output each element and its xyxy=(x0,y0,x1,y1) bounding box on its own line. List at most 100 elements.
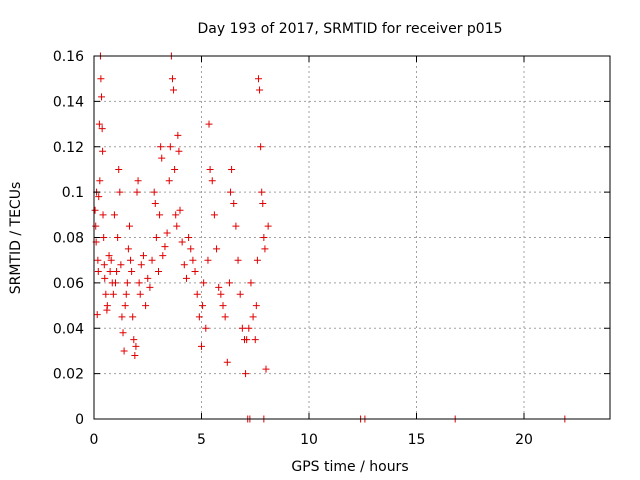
data-point xyxy=(151,199,159,207)
data-point xyxy=(175,147,183,155)
y-tick-label: 0.12 xyxy=(53,140,84,156)
data-point xyxy=(252,302,260,310)
data-point xyxy=(185,234,193,241)
data-point xyxy=(257,143,265,151)
data-point xyxy=(171,165,179,173)
data-point xyxy=(97,75,105,83)
data-point xyxy=(152,234,160,241)
data-point xyxy=(238,324,246,332)
x-tick-labels: 0 5 10 15 20 xyxy=(90,432,533,448)
x-tick-label: 0 xyxy=(90,432,99,448)
data-point xyxy=(221,313,229,321)
data-point xyxy=(219,302,227,310)
y-tick-label: 0.02 xyxy=(53,367,84,383)
y-tick-label: 0.08 xyxy=(53,231,84,247)
data-point xyxy=(128,268,136,276)
data-point xyxy=(118,313,126,321)
data-point xyxy=(107,256,115,264)
data-point xyxy=(102,290,110,298)
data-point xyxy=(251,336,259,344)
x-tick-label: 20 xyxy=(515,432,533,448)
data-point xyxy=(94,268,102,276)
data-point xyxy=(122,290,130,298)
data-point xyxy=(155,268,162,276)
data-point xyxy=(180,261,188,269)
data-point xyxy=(254,75,262,83)
data-point xyxy=(249,313,257,321)
data-point xyxy=(228,165,236,173)
data-point xyxy=(158,154,166,162)
data-point xyxy=(92,222,100,230)
data-point xyxy=(127,256,135,264)
data-point xyxy=(110,211,118,219)
data-point xyxy=(103,302,111,310)
data-point xyxy=(124,245,132,253)
data-point xyxy=(100,261,108,269)
data-point xyxy=(243,336,251,344)
data-point xyxy=(200,279,208,287)
data-point xyxy=(101,274,109,282)
data-point xyxy=(98,125,106,133)
data-point xyxy=(168,75,176,83)
data-point xyxy=(170,86,178,94)
data-point xyxy=(95,193,103,201)
data-point xyxy=(109,290,117,298)
data-point xyxy=(159,252,167,260)
data-point xyxy=(234,256,242,264)
data-point xyxy=(137,261,145,269)
x-tick-label: 5 xyxy=(197,432,206,448)
data-point xyxy=(204,256,212,264)
data-point xyxy=(258,188,266,196)
data-point xyxy=(99,147,107,155)
data-point xyxy=(195,313,203,321)
data-point xyxy=(148,256,156,264)
y-axis-label: SRMTID / TECUs xyxy=(8,182,24,295)
data-point xyxy=(189,256,197,264)
data-point xyxy=(256,86,264,94)
data-point xyxy=(210,211,218,219)
data-point xyxy=(98,93,106,101)
data-point xyxy=(96,177,104,185)
data-point xyxy=(166,143,174,151)
data-point xyxy=(178,238,186,246)
data-point xyxy=(100,234,108,241)
data-point xyxy=(136,290,144,298)
data-point xyxy=(134,177,142,185)
data-point xyxy=(116,188,124,196)
x-tick-label: 15 xyxy=(408,432,426,448)
data-point xyxy=(174,131,182,139)
data-point xyxy=(146,283,154,291)
data-point xyxy=(125,222,133,230)
data-point xyxy=(173,222,181,230)
data-point xyxy=(205,120,213,128)
grid-lines xyxy=(94,56,610,419)
data-point xyxy=(172,211,180,219)
data-point xyxy=(105,252,113,260)
data-point xyxy=(247,279,255,287)
data-point xyxy=(94,256,102,264)
data-point xyxy=(215,283,223,291)
data-point xyxy=(261,245,269,253)
data-point xyxy=(191,268,199,276)
data-point xyxy=(232,222,240,230)
data-point xyxy=(253,256,261,264)
data-point xyxy=(165,177,173,185)
chart-title: Day 193 of 2017, SRMTID for receiver p01… xyxy=(197,21,502,37)
data-point xyxy=(187,245,195,253)
data-point xyxy=(112,279,119,287)
data-point xyxy=(106,268,114,276)
data-point xyxy=(132,342,140,350)
y-tick-label: 0.06 xyxy=(53,276,84,292)
data-point xyxy=(264,222,272,230)
data-point xyxy=(225,279,233,287)
data-point xyxy=(236,290,244,298)
data-point xyxy=(242,370,250,378)
data-point xyxy=(206,165,214,173)
data-point xyxy=(93,311,101,319)
data-point xyxy=(113,268,121,276)
data-point xyxy=(198,342,205,350)
data-point xyxy=(161,243,169,251)
data-point xyxy=(227,188,235,196)
data-point xyxy=(208,177,216,185)
